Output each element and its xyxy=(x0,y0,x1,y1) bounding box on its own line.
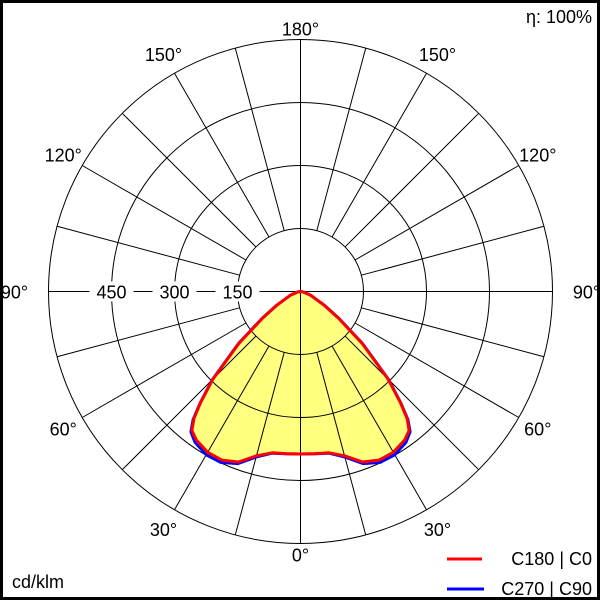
grid-spoke xyxy=(82,322,247,418)
legend-label-c270: C270 | C90 xyxy=(501,579,592,597)
grid-spoke xyxy=(361,225,545,276)
legend: C180 | C0 C270 | C90 xyxy=(447,549,592,597)
grid-spoke xyxy=(121,335,257,471)
grid-spoke xyxy=(344,112,480,248)
radial-tick-label: 450 xyxy=(96,283,126,303)
angle-label: 180° xyxy=(282,20,319,40)
angle-label: 30° xyxy=(150,520,177,540)
radial-tick-label: 300 xyxy=(159,283,189,303)
grid-spoke xyxy=(174,73,270,238)
grid-spoke xyxy=(331,345,427,510)
angle-label: 90° xyxy=(3,283,28,303)
grid-spoke xyxy=(234,352,285,536)
grid-spoke xyxy=(56,225,240,276)
angle-label: 150° xyxy=(145,45,182,65)
radial-label-bg xyxy=(89,281,134,302)
grid-spoke xyxy=(234,47,285,231)
grid-spoke xyxy=(354,322,519,418)
angle-label: 60° xyxy=(524,420,551,440)
angle-label: 30° xyxy=(424,520,451,540)
grid-spoke xyxy=(316,47,367,231)
grid-spoke xyxy=(344,335,480,471)
grid-spoke xyxy=(82,165,247,261)
radial-tick-label: 150 xyxy=(222,283,252,303)
angle-label: 150° xyxy=(419,45,456,65)
grid-spoke xyxy=(331,73,427,238)
grid-spoke xyxy=(316,352,367,536)
grid-spoke xyxy=(354,165,519,261)
unit-label: cd/klm xyxy=(12,572,64,592)
legend-label-c180: C180 | C0 xyxy=(511,549,592,569)
radial-label-bg xyxy=(152,281,197,302)
grid-spoke xyxy=(174,345,270,510)
angle-label: 0° xyxy=(292,546,309,566)
radial-label-bg xyxy=(215,281,260,302)
angle-label: 90° xyxy=(573,283,597,303)
angle-label: 120° xyxy=(45,146,82,166)
polar-chart: 150 300 450 180° 150° 150° 120° 120° 90° 90° 60° 60… xyxy=(3,3,597,597)
curve-c180-c0 xyxy=(190,290,411,464)
polar-diagram: 150 300 450 180° 150° 150° 120° 120° 90° 90° 60° 60… xyxy=(3,7,597,597)
angle-label: 60° xyxy=(50,420,77,440)
angle-label: 120° xyxy=(519,146,556,166)
efficiency-label: η: 100% xyxy=(526,7,592,27)
grid-spoke xyxy=(121,112,257,248)
grid-spoke xyxy=(361,307,545,358)
grid-spoke xyxy=(56,307,240,358)
